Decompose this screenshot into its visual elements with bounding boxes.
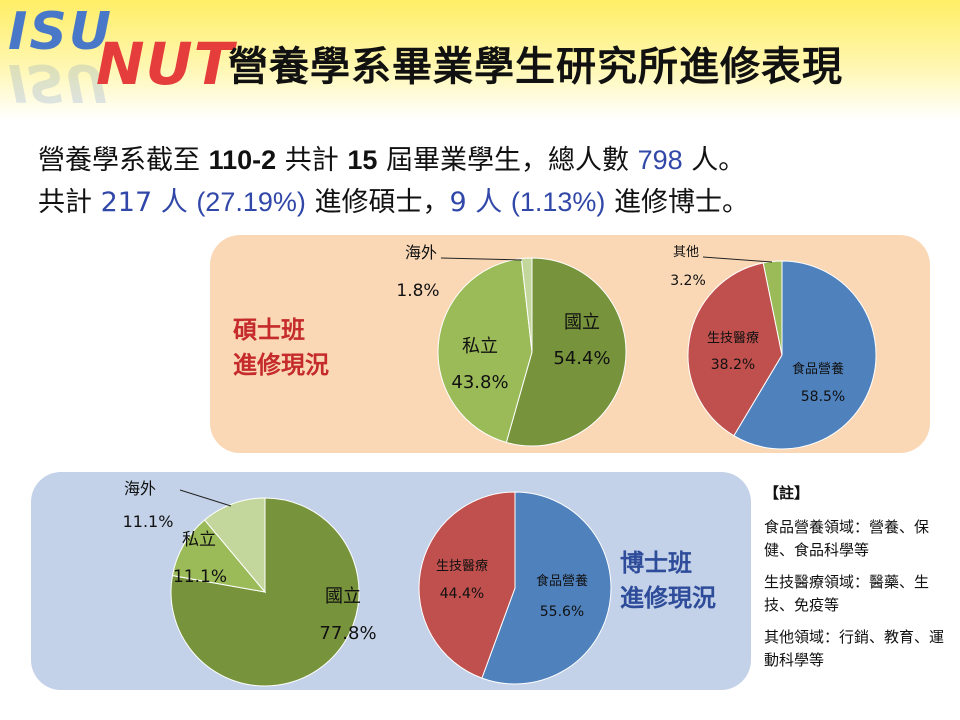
masters-percent: (27.19%) — [196, 187, 306, 217]
slice-percent-label: 11.1% — [173, 567, 227, 587]
slice-category-label: 私立 — [182, 530, 216, 550]
note-item: 食品營養領域：營養、保健、食品科學等 — [764, 518, 930, 559]
slice-category-label: 國立 — [325, 586, 361, 607]
summary-line-1: 營養學系截至 110-2 共計 15 屆畢業學生，總人數 798 人。 — [38, 145, 746, 176]
notes-box: 【註】 食品營養領域：營養、保健、食品科學等 生技醫療領域：醫藥、生技、免疫等 … — [764, 482, 954, 681]
slice-percent-label: 77.8% — [319, 623, 376, 644]
masters-heading: 碩士班 進修現況 — [233, 313, 329, 383]
leader-line — [179, 489, 232, 507]
pie-slice-生技醫療 — [418, 491, 516, 679]
slice-category-label: 食品營養 — [792, 361, 844, 377]
pie-chart-2: 食品營養 58.5% 生技醫療 38.2% 其他 3.2% — [670, 245, 877, 450]
term-value: 110-2 — [208, 145, 277, 175]
slice-percent-label: 1.8% — [396, 281, 439, 301]
slice-percent-label: 3.2% — [670, 273, 706, 289]
pie-slice-私立 — [437, 258, 533, 444]
slice-category-label: 私立 — [462, 336, 498, 357]
note-item: 其他領域：行銷、教育、運動科學等 — [764, 628, 945, 669]
slice-category-label: 生技醫療 — [707, 331, 759, 346]
slice-category-label: 海外 — [124, 479, 156, 498]
pie-chart-4: 食品營養 55.6% 生技醫療 44.4% — [418, 491, 612, 685]
slice-percent-label: 58.5% — [801, 389, 845, 405]
doctoral-heading: 博士班 進修現況 — [620, 546, 716, 616]
doctoral-panel — [31, 472, 751, 690]
slice-category-label: 食品營養 — [536, 573, 588, 589]
slice-category-label: 生技醫療 — [436, 559, 488, 574]
pie-slice-國立 — [505, 257, 627, 447]
doctoral-percent: (1.13%) — [510, 187, 606, 217]
slice-category-label: 其他 — [673, 245, 699, 260]
slice-percent-label: 44.4% — [440, 586, 484, 602]
pie-chart-3: 國立 77.8% 私立 11.1% 海外 11.1% — [123, 479, 377, 687]
slice-percent-label: 11.1% — [123, 512, 174, 531]
doctoral-heading-line2: 進修現況 — [620, 584, 716, 612]
slice-percent-label: 55.6% — [540, 604, 584, 620]
pie-slice-食品營養 — [733, 260, 877, 450]
isu-nut-logo: ISU ISU NUT — [4, 2, 240, 112]
logo-isu-text: ISU — [8, 2, 114, 62]
leader-line — [440, 257, 523, 261]
pie-slice-食品營養 — [481, 491, 612, 685]
leader-line — [702, 256, 773, 263]
header-band — [0, 0, 960, 120]
slice-category-label: 海外 — [405, 243, 437, 262]
doctoral-heading-line1: 博士班 — [620, 549, 692, 577]
cohort-count: 15 — [347, 145, 378, 175]
masters-heading-line1: 碩士班 — [233, 316, 305, 344]
pie-slice-國立 — [170, 497, 360, 687]
summary-line-2: 共計 217 人 (27.19%) 進修碩士，9 人 (1.13%) 進修博士。 — [38, 187, 749, 218]
doctoral-count: 9 人 — [449, 187, 503, 218]
total-graduates: 798 — [637, 145, 683, 175]
page-title: 營養學系畢業學生研究所進修表現 — [228, 44, 843, 90]
slice-percent-label: 54.4% — [553, 348, 610, 369]
pie-chart-1: 國立 54.4% 私立 43.8% 海外 1.8% — [396, 243, 627, 447]
pie-slice-生技醫療 — [687, 262, 783, 437]
pie-slice-海外 — [520, 257, 533, 353]
pie-slice-私立 — [171, 519, 267, 593]
slice-category-label: 國立 — [564, 312, 600, 333]
logo-nut-text: NUT — [96, 30, 235, 98]
slice-percent-label: 38.2% — [711, 357, 755, 373]
slice-percent-label: 43.8% — [451, 372, 508, 393]
masters-heading-line2: 進修現況 — [233, 351, 329, 379]
note-item: 生技醫療領域：醫藥、生技、免疫等 — [764, 573, 930, 614]
notes-title: 【註】 — [764, 484, 810, 502]
pie-slice-其他 — [762, 260, 783, 356]
masters-count: 217 人 — [100, 187, 188, 218]
pie-slice-海外 — [203, 497, 266, 594]
